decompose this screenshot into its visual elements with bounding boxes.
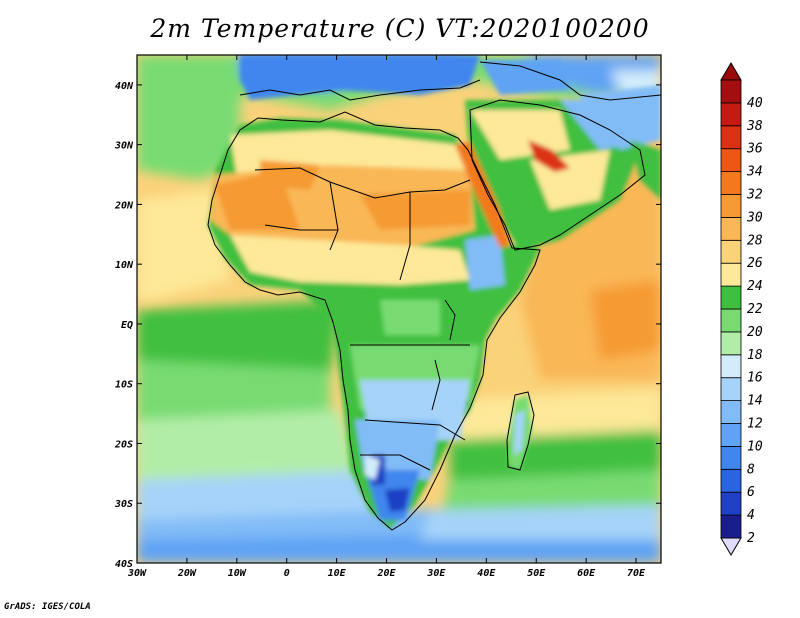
colorbar-swatch [720, 308, 742, 333]
map-title: 2m Temperature (C) VT:2020100200 [150, 14, 650, 43]
colorbar-label: 14 [747, 394, 763, 409]
lon-tick-label: 60E [577, 568, 596, 579]
colorbar-swatch [720, 445, 742, 470]
colorbar-swatch [720, 262, 742, 287]
colorbar-swatch [720, 194, 742, 218]
colorbar-swatch [720, 171, 742, 195]
colorbar-label: 28 [747, 233, 763, 248]
colorbar-label: 8 [747, 462, 755, 477]
lon-tick-label: 10W [228, 568, 247, 579]
colorbar-over-triangle [720, 62, 742, 81]
colorbar-label: 18 [747, 348, 763, 363]
lat-tick-label: 40N [115, 81, 134, 92]
footer-credit: GrADS: IGES/COLA [4, 602, 91, 612]
colorbar-swatch [720, 423, 742, 447]
colorbar-label: 30 [746, 210, 763, 225]
colorbar-label: 12 [747, 417, 763, 432]
colorbar-label: 4 [747, 508, 755, 523]
colorbar-swatch [720, 331, 742, 356]
colorbar-under-triangle [720, 537, 742, 556]
colorbar-swatch [720, 102, 742, 127]
lon-tick-label: 20E [376, 568, 396, 579]
lat-tick-label: 10N [115, 260, 134, 271]
colorbar-label: 16 [747, 371, 763, 386]
lon-tick-label: 30E [426, 568, 446, 579]
colorbar-label: 26 [747, 256, 763, 271]
colorbar-swatch [720, 377, 742, 402]
lat-tick-label: 20S [114, 439, 133, 450]
colorbar-swatch [720, 216, 742, 241]
lat-tick-label: 10S [115, 380, 133, 391]
colorbar-label: 40 [747, 96, 763, 111]
lon-tick-label: 10E [328, 568, 347, 579]
lat-tick-label: EQ [121, 320, 133, 331]
colorbar-label: 6 [747, 485, 755, 500]
lat-tick-label: 30S [114, 499, 133, 510]
colorbar-label: 24 [747, 279, 763, 294]
colorbar-swatch [720, 491, 742, 516]
colorbar-label: 20 [747, 325, 763, 340]
lon-tick-label: 50E [527, 568, 546, 579]
colorbar-swatch [720, 354, 742, 379]
colorbar-label: 32 [746, 188, 763, 203]
colorbar-label: 38 [746, 119, 763, 134]
colorbar-label: 10 [747, 439, 763, 454]
colorbar-swatch [720, 400, 742, 424]
colorbar-swatch [720, 285, 742, 310]
map-axes: 30W 20W 10W 0 10E 20E 30E 40E 50E 60E 70E 40N 30N 20N… [114, 55, 661, 579]
lat-tick-label: 20N [114, 200, 134, 211]
colorbar-label: 2 [747, 531, 755, 546]
lat-tick-label: 40S [115, 559, 133, 570]
lon-tick-label: 0 [284, 568, 290, 579]
temperature-field [137, 55, 661, 563]
colorbar-swatch [720, 125, 742, 150]
colorbar-label: 34 [746, 165, 763, 180]
lon-tick-label: 30W [127, 568, 147, 579]
colorbar-swatch [720, 239, 742, 264]
lon-tick-label: 70E [627, 568, 646, 579]
colorbar-swatch [720, 514, 742, 539]
colorbar-label: 36 [746, 142, 763, 157]
colorbar-label: 22 [747, 302, 763, 317]
lon-tick-label: 40E [477, 568, 496, 579]
colorbar-swatch [720, 79, 742, 104]
lon-tick-label: 20W [177, 568, 197, 579]
colorbar-swatch [720, 468, 742, 493]
lat-tick-label: 30N [114, 141, 134, 152]
colorbar-swatch [720, 148, 742, 172]
plot-frame [136, 54, 662, 564]
coastlines [207, 61, 661, 531]
